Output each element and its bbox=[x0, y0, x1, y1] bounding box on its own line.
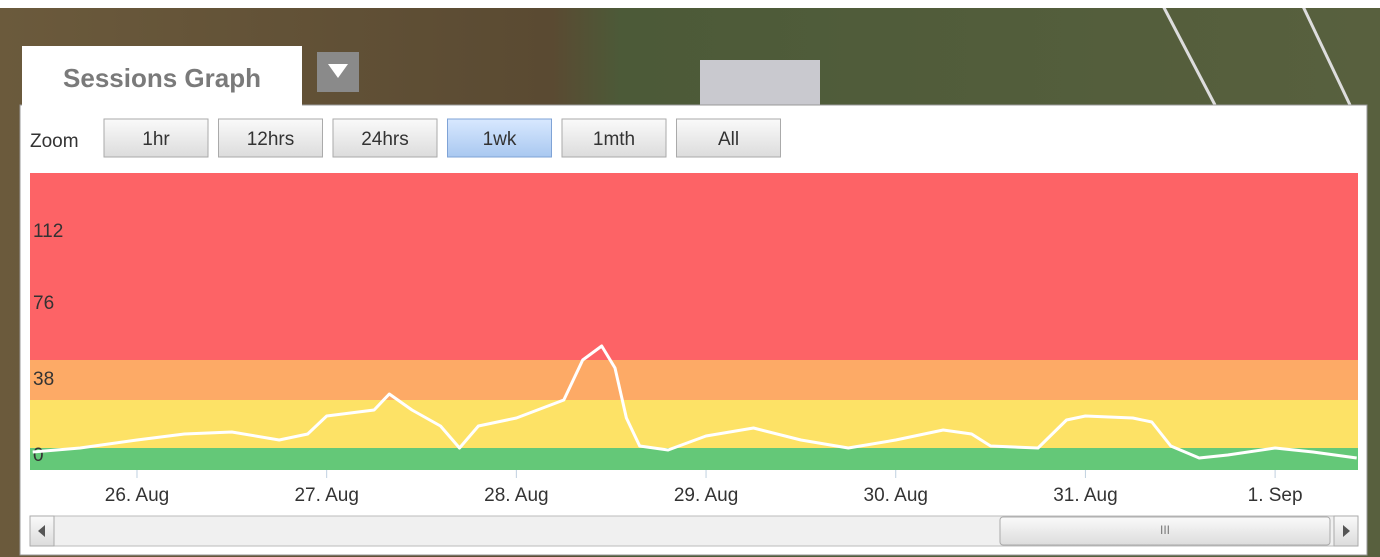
zoom-button-label: 1hr bbox=[142, 129, 170, 150]
zoom-button-label: 1wk bbox=[483, 129, 517, 150]
screenshot: Sessions Graph Zoom 1hr 12hrs 24hrs 1wk 1mth… bbox=[0, 0, 1380, 557]
x-tick-label: 29. Aug bbox=[674, 485, 738, 506]
scroll-grip: III bbox=[1160, 523, 1170, 537]
zoom-label: Zoom bbox=[30, 131, 79, 152]
y-tick-label: 38 bbox=[33, 369, 54, 390]
y-tick-label: 112 bbox=[33, 221, 63, 242]
x-tick-label: 31. Aug bbox=[1053, 485, 1117, 506]
top-border bbox=[0, 0, 1380, 8]
tab-title: Sessions Graph bbox=[63, 63, 261, 93]
map-building bbox=[700, 60, 820, 108]
x-tick-label: 30. Aug bbox=[864, 485, 928, 506]
y-tick-label: 76 bbox=[33, 293, 54, 314]
x-tick-label: 26. Aug bbox=[105, 485, 169, 506]
zoom-button-label: 1mth bbox=[593, 129, 635, 150]
x-tick-label: 1. Sep bbox=[1248, 485, 1303, 506]
threshold-band bbox=[30, 360, 1358, 400]
zoom-button-label: 24hrs bbox=[361, 129, 409, 150]
x-tick-label: 27. Aug bbox=[294, 485, 358, 506]
threshold-band bbox=[30, 173, 1358, 360]
zoom-button-label: 12hrs bbox=[247, 129, 295, 150]
y-tick-label: 0 bbox=[33, 445, 44, 466]
x-tick-label: 28. Aug bbox=[484, 485, 548, 506]
threshold-band bbox=[30, 448, 1358, 470]
screen: Sessions Graph Zoom 1hr 12hrs 24hrs 1wk 1mth… bbox=[0, 0, 1380, 557]
zoom-button-label: All bbox=[718, 129, 739, 150]
